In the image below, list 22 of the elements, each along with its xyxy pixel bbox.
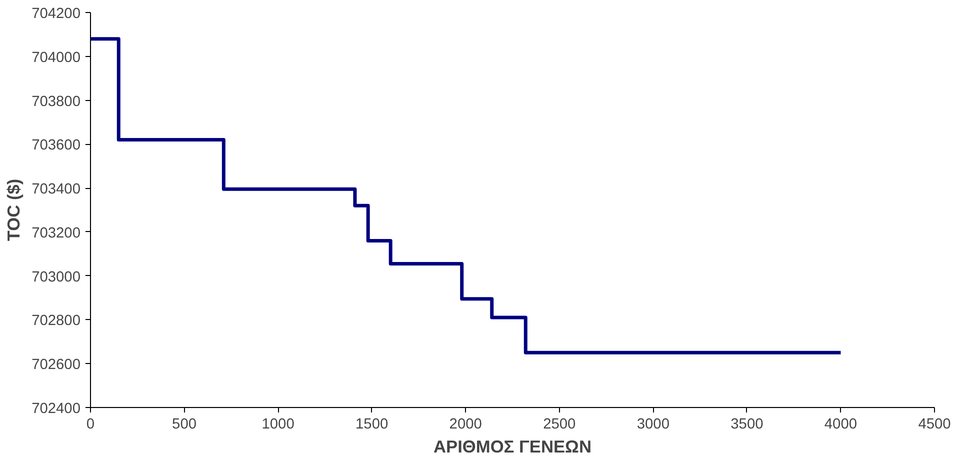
y-tick-label: 703000 [32,269,81,286]
x-tick-label: 2000 [449,416,482,432]
x-tick-label: 4000 [824,416,858,432]
x-tick-label: 3500 [730,416,764,432]
x-tick-label: 1500 [356,416,388,432]
x-tick-label: 2500 [543,416,576,432]
y-tick-label: 703600 [32,138,81,154]
y-tick-label: 702600 [32,357,81,374]
x-axis-title: ΑΡΙΘΜΟΣ ΓΕΝΕΩΝ [434,436,592,456]
y-tick-label: 704000 [32,50,81,66]
y-tick-label: 704200 [32,6,81,22]
x-tick-label: 1000 [262,416,294,432]
x-tick-label: 3000 [636,416,670,432]
x-tick-label: 4500 [918,416,951,432]
y-tick-label: 703200 [32,225,81,242]
y-tick-label: 702400 [32,401,81,417]
x-tick-label: 0 [86,416,95,432]
y-axis-title: TOC ($) [4,178,24,242]
y-tick-label: 702800 [32,313,81,330]
y-tick-label: 703400 [32,182,81,198]
x-tick-label: 500 [172,416,197,432]
y-tick-label: 703800 [32,94,81,110]
